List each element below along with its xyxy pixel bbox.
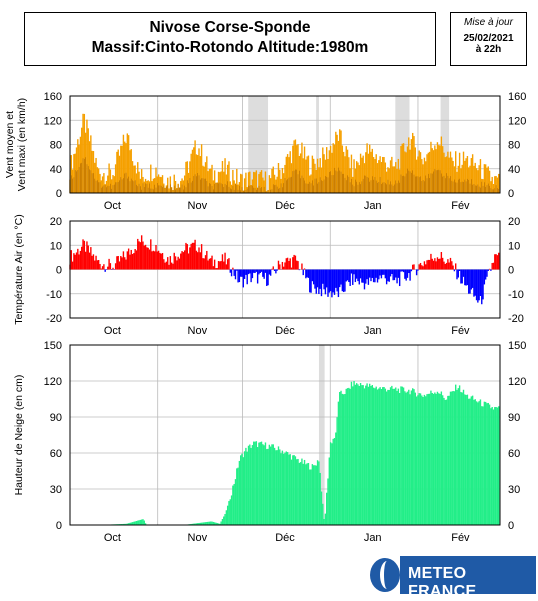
- y-tick-label-right-2-4: 120: [508, 376, 526, 388]
- y-axis-label-2: Hauteur de Neige (en cm): [13, 375, 25, 496]
- update-time: à 22h: [475, 44, 502, 55]
- y-axis-label-1: Température Air (en °C): [13, 214, 25, 324]
- title-box: Nivose Corse-Sponde Massif:Cinto-Rotondo…: [24, 12, 436, 66]
- x-tick-label-2-0: Oct: [104, 532, 121, 544]
- massif-title: Massif:Cinto-Rotondo Altitude:1980m: [91, 39, 369, 56]
- y-tick-label-right-0-2: 80: [508, 140, 520, 152]
- y-tick-label-left-2-3: 90: [50, 412, 62, 424]
- y-tick-label-left-0-3: 120: [44, 115, 62, 127]
- x-tick-label-1-2: Déc: [275, 325, 295, 337]
- y-tick-label-left-2-1: 30: [50, 484, 62, 496]
- y-axis-label-wind-line1: Vent moyen et: [4, 111, 16, 178]
- x-tick-label-0-0: Oct: [104, 200, 121, 212]
- y-tick-label-left-1-3: 10: [50, 240, 62, 252]
- y-axis-label-wind-line2: Vent maxi (en km/h): [16, 98, 28, 191]
- update-label: Mise à jour: [464, 17, 513, 28]
- meteo-france-logo: METEO FRANCE: [366, 556, 536, 600]
- x-tick-label-1-0: Oct: [104, 325, 121, 337]
- x-tick-label-2-1: Nov: [188, 532, 208, 544]
- y-tick-label-right-2-2: 60: [508, 448, 520, 460]
- y-tick-label-right-0-4: 160: [508, 91, 526, 103]
- y-tick-label-left-2-5: 150: [44, 340, 62, 352]
- y-tick-label-right-0-1: 40: [508, 164, 520, 176]
- y-tick-label-left-2-2: 60: [50, 448, 62, 460]
- x-tick-label-0-1: Nov: [188, 200, 208, 212]
- y-tick-label-left-1-0: -20: [46, 313, 62, 325]
- station-title: Nivose Corse-Sponde: [149, 19, 311, 36]
- y-tick-label-left-1-1: -10: [46, 289, 62, 301]
- x-tick-label-0-2: Déc: [275, 200, 295, 212]
- y-tick-label-right-1-0: -20: [508, 313, 524, 325]
- y-tick-label-right-1-1: -10: [508, 289, 524, 301]
- y-tick-label-right-1-2: 0: [508, 265, 514, 277]
- logo-swoosh-icon: [380, 561, 394, 589]
- y-tick-label-right-2-1: 30: [508, 484, 520, 496]
- plot-frame-1: [69, 220, 501, 319]
- plot-frame-2: [69, 344, 501, 526]
- y-tick-label-left-0-2: 80: [50, 140, 62, 152]
- y-tick-label-left-0-1: 40: [50, 164, 62, 176]
- y-tick-label-right-2-5: 150: [508, 340, 526, 352]
- x-tick-label-2-3: Jan: [364, 532, 382, 544]
- x-tick-label-2-4: Fév: [451, 532, 470, 544]
- plot-frame-0: [69, 95, 501, 194]
- update-date: 25/02/2021: [463, 33, 514, 44]
- y-tick-label-right-0-0: 0: [508, 188, 514, 200]
- y-tick-label-left-2-4: 120: [44, 376, 62, 388]
- logo-text: METEO FRANCE: [408, 565, 477, 600]
- y-tick-label-left-1-4: 20: [50, 216, 62, 228]
- y-tick-label-right-2-0: 0: [508, 520, 514, 532]
- y-tick-label-right-1-4: 20: [508, 216, 520, 228]
- x-tick-label-1-4: Fév: [451, 325, 470, 337]
- update-box: Mise à jour 25/02/2021 à 22h: [450, 12, 527, 66]
- y-tick-label-left-0-4: 160: [44, 91, 62, 103]
- y-tick-label-right-2-3: 90: [508, 412, 520, 424]
- y-tick-label-left-0-0: 0: [56, 188, 62, 200]
- x-tick-label-0-4: Fév: [451, 200, 470, 212]
- logo-banner: [400, 556, 536, 594]
- x-tick-label-1-3: Jan: [364, 325, 382, 337]
- missing-data-band-2-0: [318, 345, 325, 525]
- x-tick-label-1-1: Nov: [188, 325, 208, 337]
- x-tick-label-0-3: Jan: [364, 200, 382, 212]
- y-tick-label-right-0-3: 120: [508, 115, 526, 127]
- x-tick-label-2-2: Déc: [275, 532, 295, 544]
- y-tick-label-left-1-2: 0: [56, 265, 62, 277]
- y-tick-label-right-1-3: 10: [508, 240, 520, 252]
- y-tick-label-left-2-0: 0: [56, 520, 62, 532]
